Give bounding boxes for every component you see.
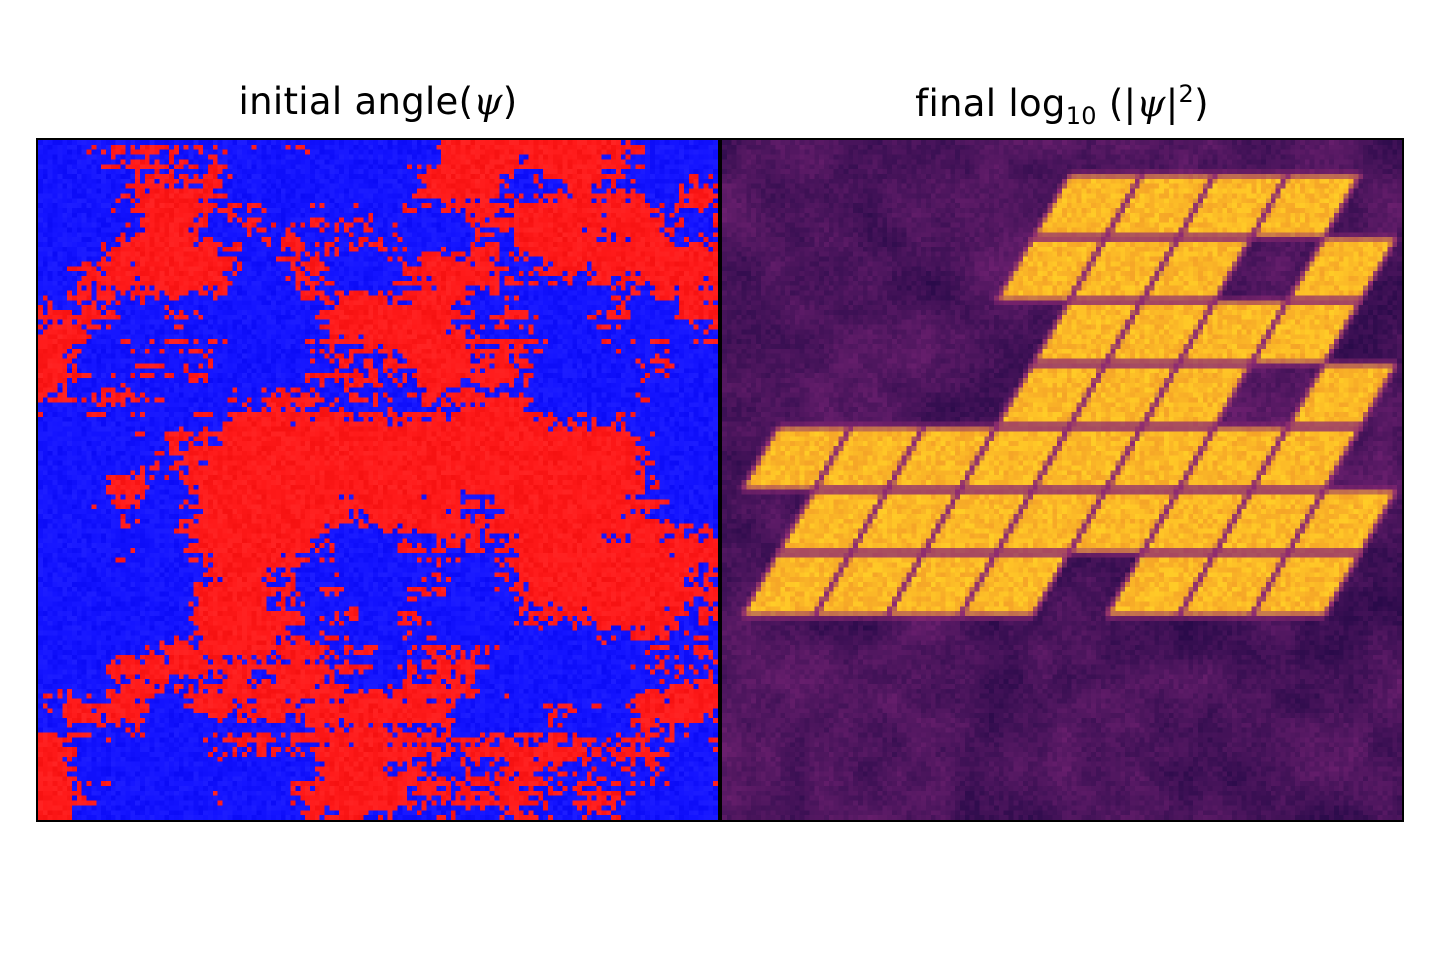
right-title-psi: ψ	[1136, 82, 1166, 125]
final-log-intensity-canvas	[722, 140, 1402, 820]
left-title-word-initial: initial	[238, 80, 343, 123]
left-title-close: )	[502, 80, 518, 123]
right-title-open: (|	[1096, 82, 1137, 125]
left-title-word-angle: angle(	[354, 80, 474, 123]
right-title-word-final: final	[915, 82, 997, 125]
initial-angle-canvas	[38, 140, 718, 820]
initial-angle-image	[36, 138, 720, 822]
left-title-psi: ψ	[473, 80, 503, 123]
right-title-close: )	[1194, 82, 1209, 125]
right-title-bar: |	[1165, 82, 1179, 125]
right-panel-title: final log10 (|ψ|2)	[720, 80, 1404, 130]
left-panel-title: initial angle(ψ)	[36, 80, 720, 123]
final-log-intensity-image	[720, 138, 1404, 822]
right-title-exponent: 2	[1178, 80, 1195, 108]
right-title-log-base: 10	[1065, 102, 1097, 130]
right-title-log: log	[1008, 82, 1066, 125]
